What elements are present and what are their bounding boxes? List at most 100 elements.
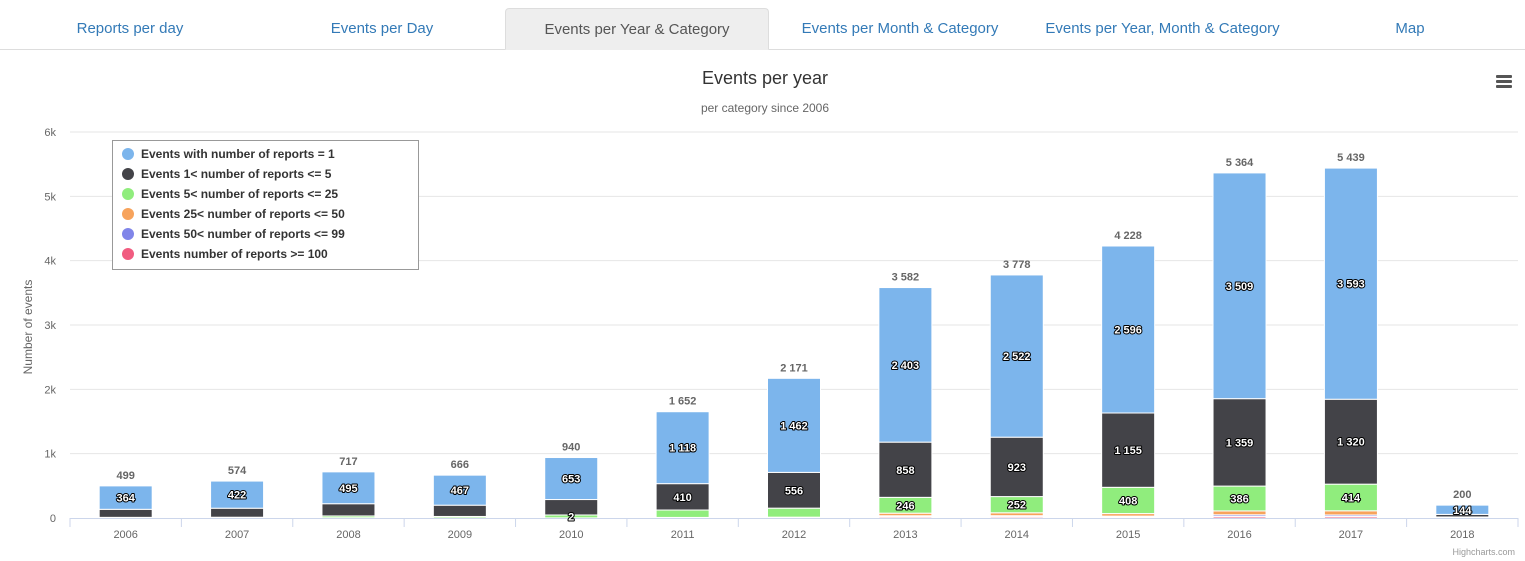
tab-events-per-year-month-category[interactable]: Events per Year, Month & Category [1045, 20, 1280, 37]
bar-segment [1323, 167, 1378, 400]
bar-segment [767, 471, 821, 509]
chart-title: Events per year [702, 68, 828, 88]
legend-item-label: Events 1< number of reports <= 5 [141, 167, 332, 181]
bar-segment [544, 457, 599, 501]
stack-total-label: 3 582 [892, 272, 920, 284]
legend-symbol [122, 248, 134, 260]
bar-segment [1212, 398, 1267, 487]
legend-symbol [122, 208, 134, 220]
legend: Events with number of reports = 1 Events … [112, 140, 419, 270]
data-label: 422 [228, 490, 246, 502]
data-label: 2 [568, 511, 574, 523]
data-label: 3 593 [1337, 279, 1365, 291]
credits[interactable]: Highcharts.com [1452, 547, 1515, 557]
y-tick-label: 6k [44, 127, 56, 139]
data-label: 1 118 [669, 443, 696, 455]
stack-total-label: 574 [228, 465, 247, 477]
bar-segment [1212, 172, 1267, 400]
x-tick-label: 2011 [671, 529, 695, 541]
bar-segment [432, 474, 487, 506]
x-tick-label: 2015 [1116, 529, 1140, 541]
data-label: 2 596 [1114, 325, 1142, 337]
tab-events-per-year-category[interactable]: Events per Year & Category [505, 8, 769, 50]
stack-total-label: 4 228 [1114, 230, 1142, 242]
x-axis: 2006 2007 2008 2009 2010 2011 2012 2013 2014 2015… [69, 518, 1519, 541]
stack-total-label: 717 [339, 456, 357, 468]
bar-segment [321, 503, 376, 517]
bar-segment [1435, 504, 1490, 515]
stack-total-label: 2 171 [780, 362, 808, 374]
bar-segment [655, 509, 710, 518]
stack-total-label: 666 [451, 459, 469, 471]
bar-segment [655, 411, 710, 485]
bar-segment [1323, 510, 1378, 516]
bar-segment [989, 274, 1044, 438]
legend-item-label: Events 25< number of reports <= 50 [141, 207, 345, 221]
bar-segment [1101, 245, 1156, 414]
legend-item-label: Events number of reports >= 100 [141, 247, 328, 261]
tab-events-per-day[interactable]: Events per Day [330, 20, 434, 37]
data-label: 386 [1230, 494, 1248, 506]
legend-box [112, 140, 419, 270]
data-label: 556 [785, 485, 803, 497]
x-tick-label: 2017 [1339, 529, 1363, 541]
data-label: 252 [1008, 500, 1026, 512]
legend-symbol [122, 228, 134, 240]
data-label: 364 [117, 493, 136, 505]
tab-events-per-month-category[interactable]: Events per Month & Category [801, 20, 999, 37]
stack-total-label: 5 439 [1337, 152, 1365, 164]
x-tick-label: 2007 [225, 529, 249, 541]
bar-segment [767, 377, 821, 473]
x-tick-label: 2014 [1005, 529, 1029, 541]
data-label: 1 155 [1114, 445, 1142, 457]
y-tick-label: 5k [44, 191, 56, 203]
bar-segment [1212, 510, 1267, 516]
stack-total-label: 1 652 [669, 396, 697, 408]
legend-item-label: Events with number of reports = 1 [141, 147, 335, 161]
data-label: 410 [673, 492, 691, 504]
data-label: 653 [562, 474, 580, 486]
chart: 2006 2007 2008 2009 2010 2011 2012 2013 2014 2015… [21, 68, 1519, 557]
data-label: 408 [1119, 495, 1137, 507]
x-tick-label: 2013 [893, 529, 917, 541]
legend-symbol [122, 188, 134, 200]
data-label: 495 [339, 483, 357, 495]
data-label: 1 462 [780, 420, 808, 432]
data-label: 2 522 [1003, 351, 1031, 363]
chart-subtitle: per category since 2006 [701, 101, 829, 115]
tab-bar: Reports per day Events per Day Events pe… [0, 0, 1525, 50]
bar-segment [432, 504, 487, 517]
data-label: 1 359 [1226, 437, 1254, 449]
x-tick-label: 2018 [1450, 529, 1474, 541]
bar-segment [878, 441, 933, 498]
data-label: 467 [451, 485, 469, 497]
x-tick-label: 2016 [1227, 529, 1251, 541]
chart-menu-icon[interactable] [1493, 72, 1515, 92]
stack-total-label: 3 778 [1003, 259, 1031, 271]
y-tick-label: 2k [44, 384, 56, 396]
y-axis: 0 1k 2k 3k 4k 5k 6k [44, 127, 56, 525]
legend-item-label: Events 5< number of reports <= 25 [141, 187, 338, 201]
data-label: 414 [1342, 492, 1361, 504]
stack-total-label: 499 [117, 470, 135, 482]
stack-total-label: 200 [1453, 489, 1471, 501]
data-label: 923 [1008, 462, 1026, 474]
bar-segment [1323, 483, 1378, 512]
bar-segment [1323, 398, 1378, 485]
bar-segment [1212, 485, 1267, 512]
y-tick-label: 3k [44, 320, 56, 332]
bars [98, 167, 1490, 520]
x-tick-label: 2010 [559, 529, 583, 541]
bar-segment [98, 485, 153, 510]
bar-segment [210, 507, 265, 518]
data-label: 144 [1453, 505, 1472, 517]
legend-symbol [122, 148, 134, 160]
tab-reports-per-day[interactable]: Reports per day [76, 20, 184, 37]
x-tick-label: 2009 [448, 529, 472, 541]
data-label: 246 [896, 500, 914, 512]
y-tick-label: 1k [44, 449, 56, 461]
bar-segment [321, 471, 376, 505]
tab-map[interactable]: Map [1395, 20, 1425, 37]
legend-item-label: Events 50< number of reports <= 99 [141, 227, 345, 241]
bar-segment [98, 508, 153, 518]
